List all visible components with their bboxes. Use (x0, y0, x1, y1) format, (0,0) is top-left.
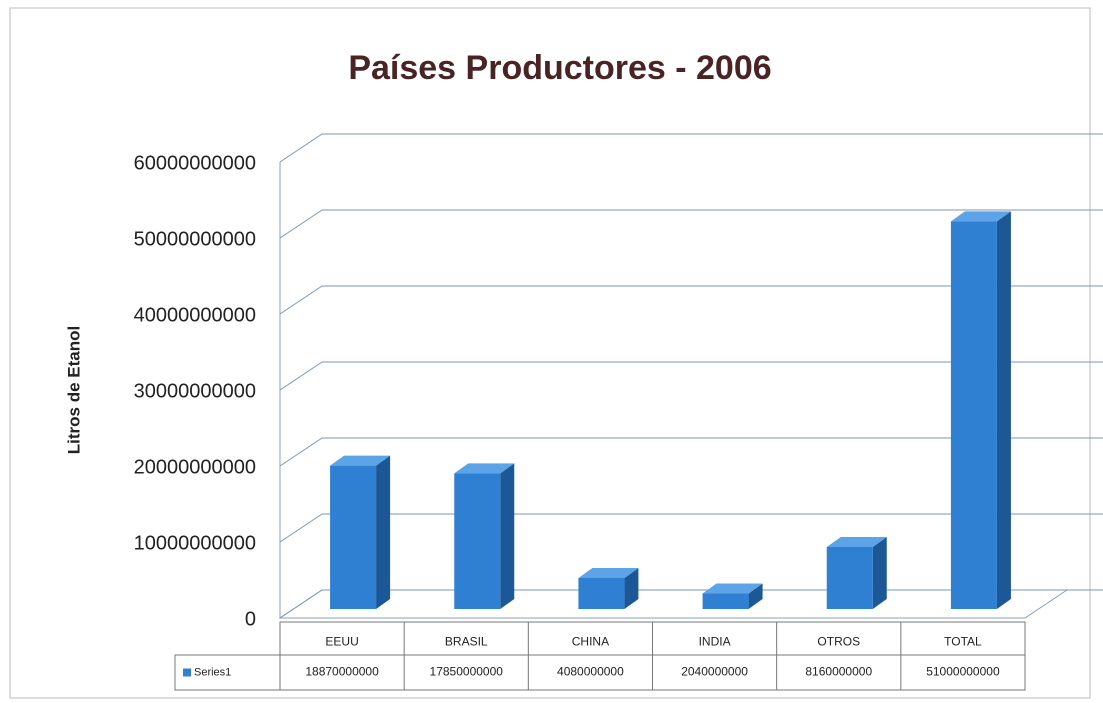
y-tick-label: 0 (245, 608, 256, 630)
y-tick-label: 40000000000 (134, 304, 256, 326)
grid-line-side (279, 589, 323, 619)
y-tick-label: 60000000000 (134, 152, 256, 174)
bar-face (826, 536, 887, 547)
table-value: 18870000000 (305, 665, 379, 679)
bar-face (624, 567, 639, 609)
grid-line-side (279, 209, 323, 239)
bar-face (950, 211, 1011, 222)
grid-line-side (279, 437, 323, 467)
x-tick-label: BRASIL (445, 635, 488, 649)
table-value: 17850000000 (430, 665, 504, 679)
bar (702, 583, 763, 609)
bar (826, 536, 887, 609)
x-tick-label: OTROS (817, 635, 860, 649)
bar-face (330, 465, 377, 609)
x-tick-label: INDIA (699, 635, 731, 649)
bar-face (454, 473, 501, 609)
bar-face (702, 583, 763, 594)
bar-face (500, 463, 515, 609)
bar-face (376, 455, 391, 609)
legend-label: Series1 (194, 666, 231, 678)
y-tick-label: 30000000000 (134, 380, 256, 402)
bar-face (872, 536, 887, 609)
bar-face (748, 583, 763, 609)
bar-face (826, 546, 873, 609)
x-tick-label: CHINA (572, 635, 609, 649)
table-value: 4080000000 (557, 665, 624, 679)
chart-title: Países Productores - 2006 (348, 49, 771, 87)
grid-line-side (279, 285, 323, 315)
floor (278, 589, 1069, 619)
bar-face (578, 567, 639, 578)
table-value: 51000000000 (926, 665, 1000, 679)
x-tick-label: TOTAL (944, 635, 982, 649)
bar-face (996, 211, 1011, 609)
bar (330, 455, 391, 609)
bar-face (330, 455, 391, 466)
legend-key (183, 668, 191, 677)
y-tick-label: 10000000000 (134, 532, 256, 554)
bar-face (454, 463, 515, 474)
y-tick-label: 20000000000 (134, 456, 256, 478)
y-axis-label: Litros de Etanol (64, 326, 83, 454)
grid-line-side (279, 133, 323, 163)
bar (578, 567, 639, 609)
table-value: 2040000000 (681, 665, 748, 679)
chart-frame (9, 7, 1091, 699)
bar (454, 463, 515, 609)
grid-line-side (279, 513, 323, 543)
bar-face (578, 577, 625, 609)
bar (950, 211, 1011, 609)
table-legend-cell (174, 654, 281, 691)
bar-face (950, 221, 997, 609)
bar-face (702, 593, 749, 609)
x-tick-label: EEUU (325, 635, 358, 649)
y-tick-label: 50000000000 (134, 228, 256, 250)
grid-line-side (279, 361, 323, 391)
table-value: 8160000000 (805, 665, 872, 679)
